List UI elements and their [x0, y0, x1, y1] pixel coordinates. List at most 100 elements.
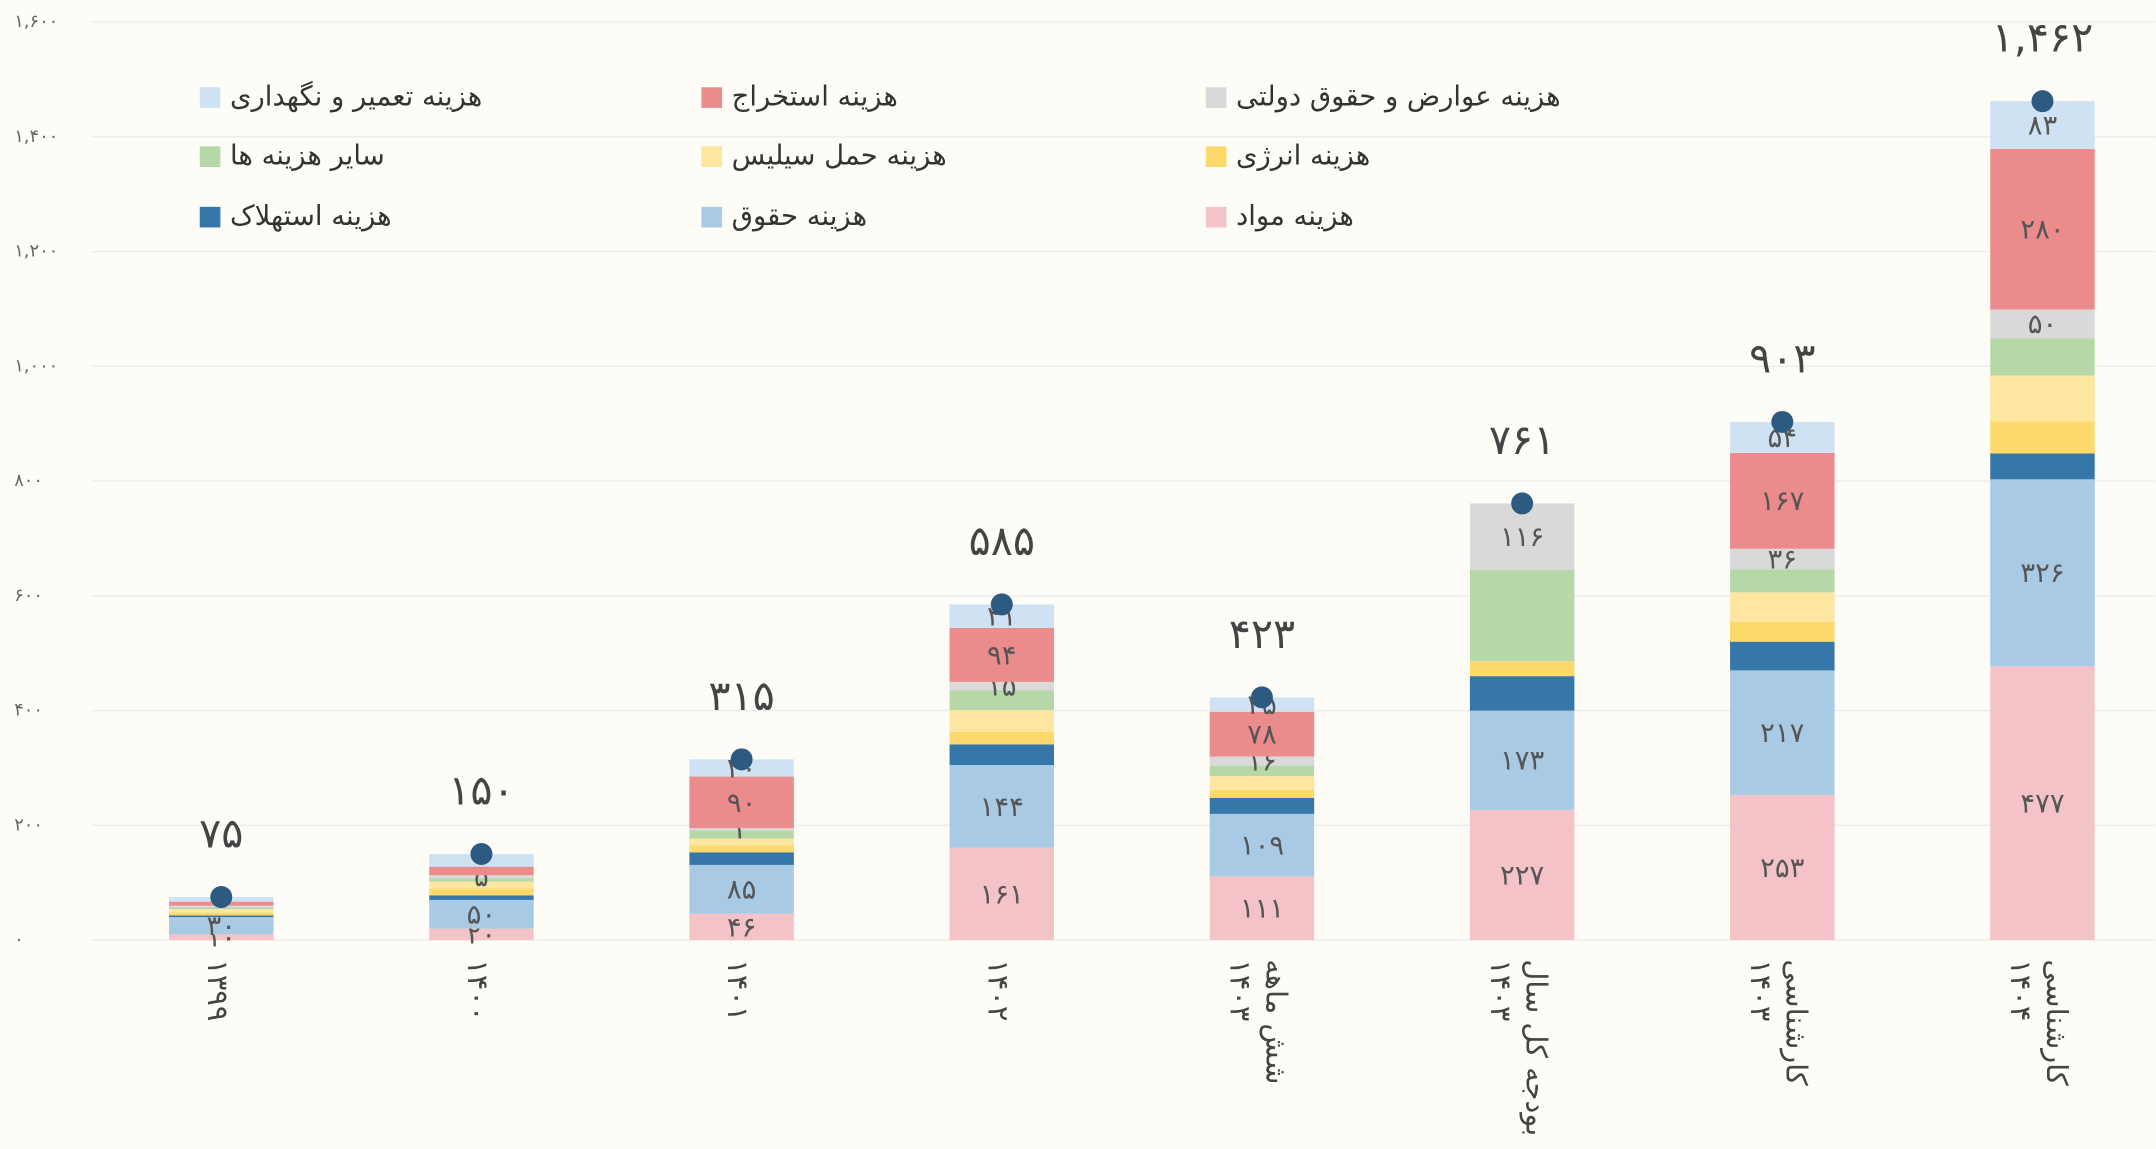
bar-segment: [949, 731, 1055, 745]
y-tick-label: ۱,۰۰۰: [14, 355, 58, 376]
total-dot: [1771, 410, 1794, 433]
bar-segment: [1209, 876, 1315, 941]
bar-segment: [1209, 813, 1315, 877]
segment-label: ۲۵۳: [1760, 852, 1804, 884]
bar-segment: [689, 864, 794, 914]
bar-segment: [949, 604, 1055, 628]
segment-label: ۱۴۴: [980, 791, 1024, 823]
segment-label: ۵۰: [467, 899, 497, 931]
legend-swatch: [1205, 87, 1227, 108]
bar-segment: [169, 909, 274, 913]
bar-segment: [429, 928, 534, 941]
bar-segment: [1209, 797, 1315, 814]
bar-segment: [1730, 569, 1835, 593]
bar-segment: [1730, 670, 1835, 795]
segment-label: ۹۰: [727, 787, 757, 819]
bar-segment: [1209, 756, 1315, 766]
bar-segment: [1990, 338, 2095, 376]
legend-swatch: [199, 87, 221, 108]
bar-segment: [949, 847, 1055, 941]
total-label: ۵۸۵: [969, 517, 1035, 565]
bar-segment: [169, 917, 274, 935]
bar-segment: [1209, 789, 1315, 798]
total-dot: [1250, 686, 1273, 709]
legend-swatch: [701, 206, 723, 228]
legend-label: هزینه حقوق: [732, 200, 867, 232]
x-tick-label: بودجه کل سال ۱۴۰۳: [1484, 959, 1554, 1145]
y-tick-label: ۸۰۰: [14, 470, 43, 491]
bar-segment: [1469, 661, 1575, 677]
legend-swatch: [1205, 206, 1227, 228]
x-tick-label: شش ماهه ۱۴۰۳: [1224, 959, 1294, 1093]
bar-segment: [949, 744, 1055, 766]
segment-label: ۱۰۹: [1240, 829, 1284, 861]
legend-swatch: [199, 146, 221, 167]
bar-segment: [689, 830, 794, 839]
segment-label: ۵۰: [2028, 308, 2058, 340]
bar-segment: [169, 912, 274, 916]
y-tick-label: ۰: [14, 929, 24, 950]
legend-swatch: [199, 206, 221, 228]
bar-segment: [689, 776, 794, 829]
bar-segment: [1469, 676, 1575, 711]
total-dot: [990, 593, 1013, 616]
bar-segment: [1990, 421, 2095, 454]
bar-segment: [1209, 711, 1315, 757]
x-tick-label: ۱۴۰۲: [981, 959, 1015, 1021]
segment-label: ۳۶: [1768, 543, 1798, 575]
total-label: ۳۱۵: [708, 672, 774, 720]
legend-swatch: [701, 146, 723, 167]
total-label: ۷۶۱: [1489, 416, 1555, 464]
bar-segment: [1730, 621, 1835, 642]
x-tick-label: ۱۴۰۰: [461, 959, 495, 1021]
bar-segment: [689, 838, 794, 846]
bar-segment: [429, 875, 534, 879]
bar-segment: [689, 913, 794, 941]
segment-label: ۱۱۶: [1500, 521, 1544, 553]
legend-label: هزینه عوارض و حقوق دولتی: [1236, 81, 1561, 113]
legend-label: هزینه استهلاک: [230, 200, 392, 232]
total-label: ۹۰۳: [1749, 334, 1815, 382]
bar-segment: [949, 765, 1055, 848]
total-label: ۱,۴۶۲: [1992, 14, 2094, 62]
segment-label: ۴۷۷: [2020, 788, 2064, 820]
segment-label: ۲۸۰: [2020, 214, 2064, 246]
bar-segment: [1730, 452, 1835, 549]
bar-segment: [169, 934, 274, 941]
segment-label: ۱۶۷: [1760, 485, 1804, 517]
bar-segment: [1990, 148, 2095, 310]
bar-segment: [429, 899, 534, 929]
bar-segment: [1730, 641, 1835, 671]
legend-label: هزینه انرژی: [1236, 140, 1370, 172]
bar-segment: [689, 845, 794, 853]
segment-label: ۱۶۱: [980, 878, 1024, 910]
bar-segment: [1469, 809, 1575, 941]
bar-segment: [169, 915, 274, 918]
segment-label: ۸۵: [727, 874, 757, 906]
x-tick-label: ۱۴۰۱: [721, 959, 755, 1021]
bar-segment: [1730, 794, 1835, 941]
legend-label: هزینه مواد: [1236, 200, 1354, 232]
bar-segment: [429, 878, 534, 882]
total-dot: [210, 886, 233, 909]
segment-label: ۹۴: [987, 639, 1017, 671]
bar-segment: [1469, 503, 1575, 570]
x-tick-label: کارشناسی ۱۴۰۴: [2004, 959, 2074, 1095]
legend-swatch: [1205, 146, 1227, 167]
bar-segment: [169, 907, 274, 910]
total-dot: [2031, 90, 2054, 113]
legend-swatch: [701, 87, 723, 108]
segment-label: ۲۱۷: [1760, 717, 1804, 749]
bar-segment: [949, 709, 1055, 732]
bar-segment: [949, 681, 1055, 691]
total-dot: [470, 843, 493, 866]
bar-segment: [689, 852, 794, 865]
bar-segment: [1990, 375, 2095, 422]
total-dot: [730, 748, 753, 771]
segment-label: ۱۱۱: [1240, 893, 1284, 925]
bar-segment: [1990, 453, 2095, 480]
bar-segment: [1990, 479, 2095, 667]
bar-segment: [1990, 309, 2095, 339]
bar-segment: [1730, 592, 1835, 622]
